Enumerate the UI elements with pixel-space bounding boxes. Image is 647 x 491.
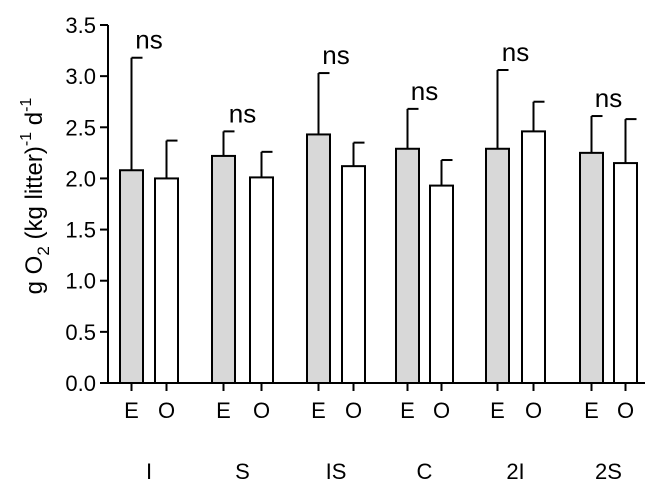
bar-O-IS: [341, 165, 366, 384]
group-label: IS: [326, 459, 347, 484]
bars: [119, 56, 638, 384]
y-tick-label: 3.5: [65, 13, 96, 38]
significance-label: ns: [229, 98, 256, 128]
ylabel-sup1: -1: [18, 132, 35, 146]
x-tick-label: O: [617, 398, 634, 423]
significance-label: ns: [502, 37, 529, 67]
x-tick-label: E: [490, 398, 505, 423]
group-label: 2I: [506, 459, 524, 484]
group-label: C: [417, 459, 433, 484]
y-axis-label: g O2 (kg litter)-1 d-1: [18, 98, 53, 295]
significance-label: ns: [411, 76, 438, 106]
x-tick-label: O: [433, 398, 450, 423]
x-tick-label: E: [584, 398, 599, 423]
x-tick-label: O: [345, 398, 362, 423]
bar-O-S: [249, 176, 274, 384]
group-label: I: [146, 459, 152, 484]
ylabel-end: d: [21, 112, 48, 132]
x-tick-label: O: [525, 398, 542, 423]
y-tick-label: 1.0: [65, 269, 96, 294]
bar-E-C: [395, 147, 420, 384]
ylabel-prefix: g O: [21, 256, 48, 295]
group-label: 2S: [595, 459, 622, 484]
x-tick-label: E: [216, 398, 231, 423]
significance-label: ns: [322, 40, 349, 70]
y-tick-label: 2.5: [65, 115, 96, 140]
x-tick-label: E: [124, 398, 139, 423]
y-tick-label: 1.5: [65, 218, 96, 243]
bar-O-2S: [613, 162, 638, 384]
x-tick-label: E: [400, 398, 415, 423]
bar-E-IS: [306, 133, 331, 384]
bar-E-S: [211, 154, 236, 384]
bar-O-C: [429, 184, 454, 384]
x-tick-label: O: [158, 398, 175, 423]
bar-E-I: [119, 169, 144, 384]
y-tick-label: 0.0: [65, 371, 96, 396]
axes: 0.0 0.5 1.0 1.5 2.0 2.5 3.0 3.5: [65, 13, 645, 396]
x-tick-label: E: [311, 398, 326, 423]
significance-label: ns: [595, 83, 622, 113]
bar-E-2I: [485, 147, 510, 384]
bar-O-I: [154, 177, 179, 384]
significance-label: ns: [135, 25, 162, 55]
bar-O-2I: [521, 130, 546, 384]
x-tick-label: O: [253, 398, 270, 423]
ylabel-sub: 2: [34, 246, 53, 255]
ylabel-sup2: -1: [18, 98, 35, 112]
bar-E-2S: [579, 151, 604, 384]
y-tick-label: 2.0: [65, 166, 96, 191]
ylabel-middle: (kg litter): [21, 146, 48, 246]
y-tick-label: 3.0: [65, 64, 96, 89]
y-tick-label: 0.5: [65, 320, 96, 345]
group-label: S: [235, 459, 250, 484]
